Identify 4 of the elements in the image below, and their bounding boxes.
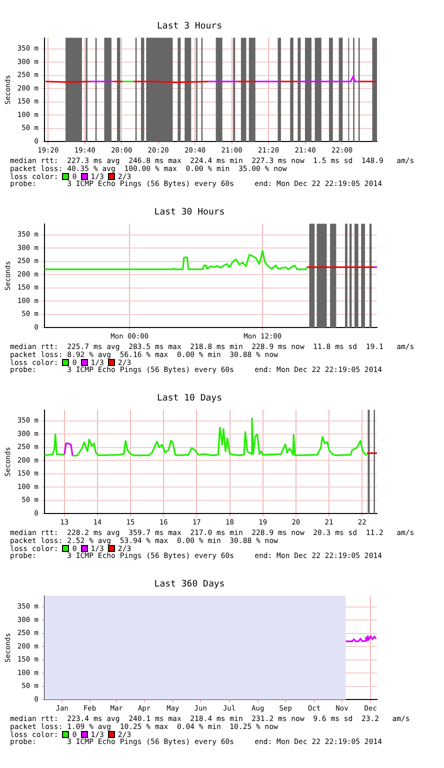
chart-title: Last 10 Days bbox=[156, 394, 222, 404]
chart-title: Last 30 Hours bbox=[154, 208, 225, 218]
chart-title: Last 3 Hours bbox=[156, 22, 222, 32]
chart-title: Last 360 Days bbox=[154, 580, 225, 590]
